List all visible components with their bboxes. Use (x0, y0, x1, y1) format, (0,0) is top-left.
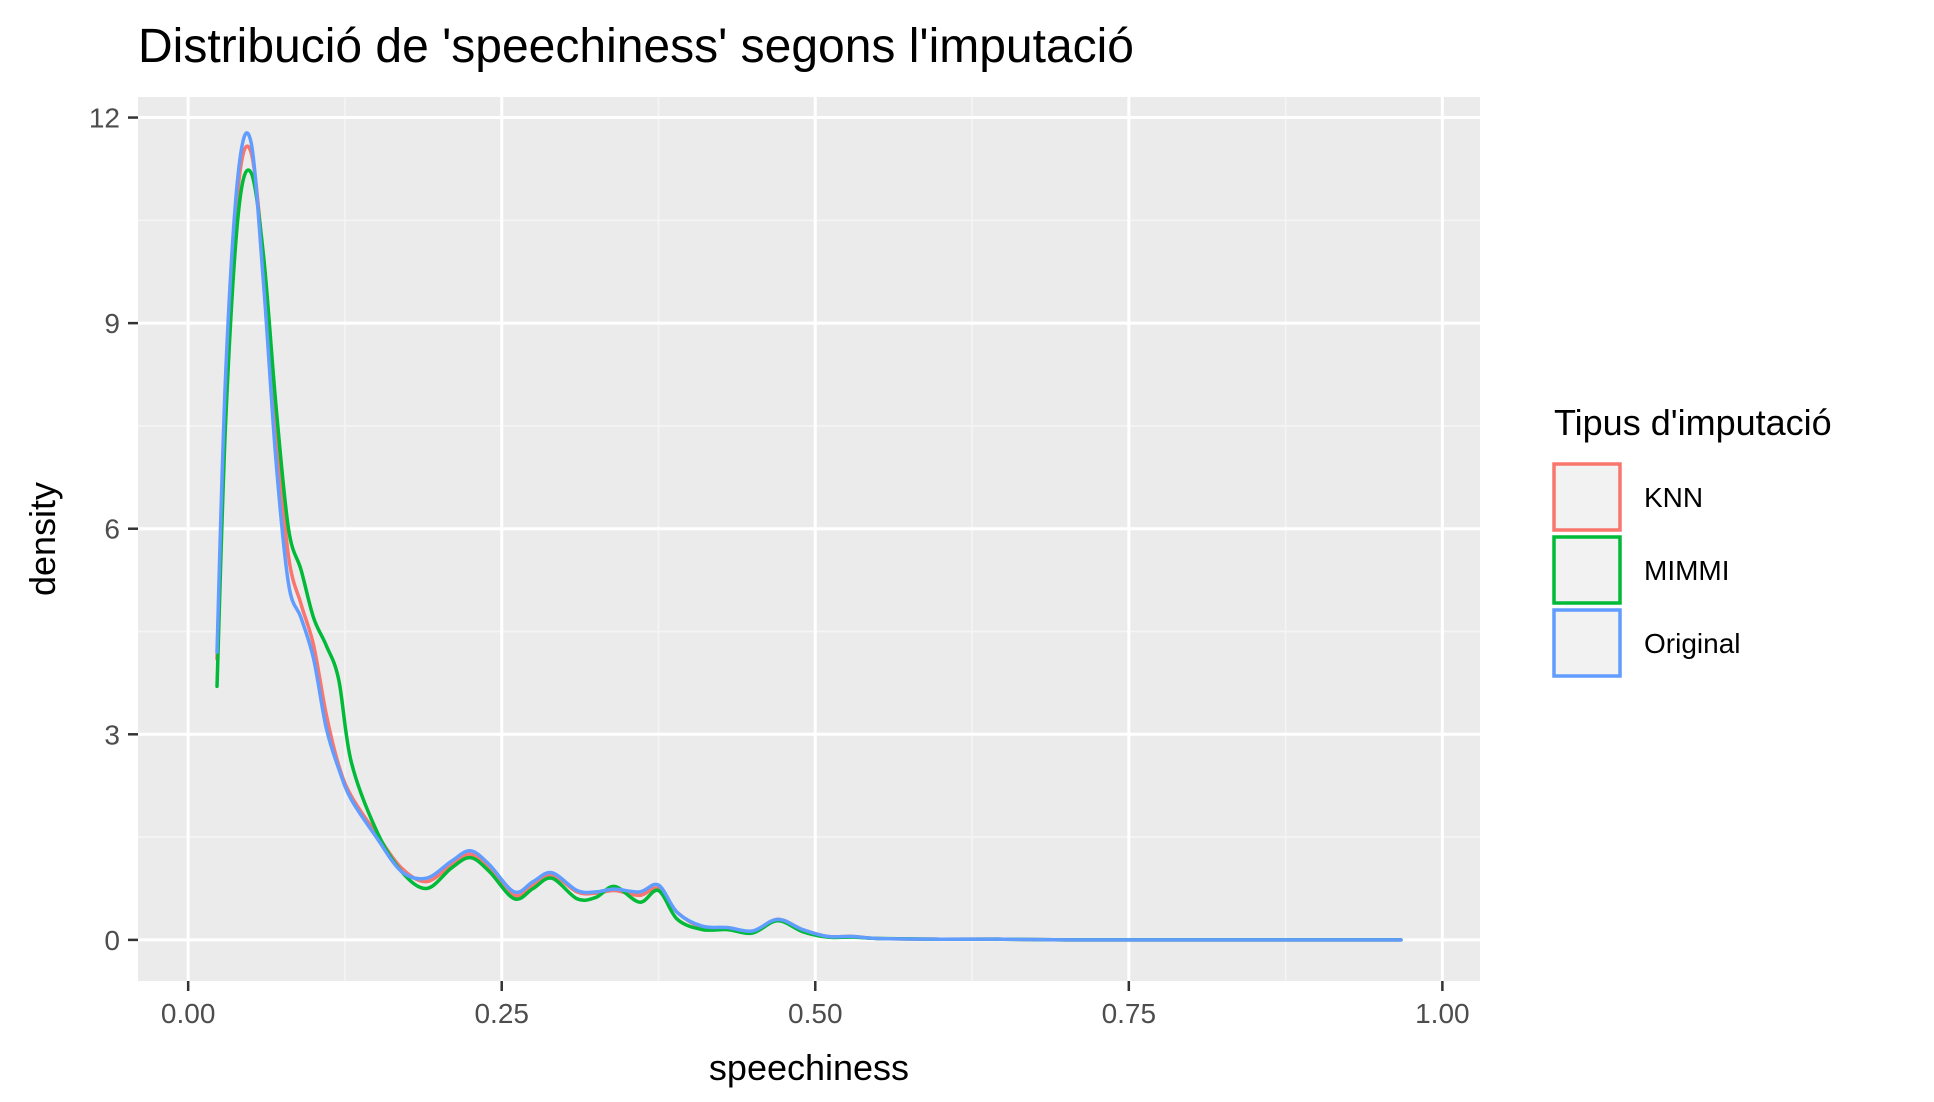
series-line-original (215, 131, 1403, 942)
x-axis-title: speechiness (709, 1047, 909, 1088)
y-tick-label: 9 (104, 308, 120, 339)
legend-key-knn (1552, 462, 1622, 532)
y-tick-label: 12 (89, 103, 120, 134)
x-tick-label: 1.00 (1415, 998, 1470, 1029)
series-lines (215, 131, 1403, 942)
minor-gridlines (138, 97, 1480, 981)
legend: Tipus d'imputació KNN MIMMI Original (1552, 402, 1832, 678)
legend-key-mimmi (1552, 535, 1622, 605)
y-tick-label: 6 (104, 514, 120, 545)
chart-title: Distribució de 'speechiness' segons l'im… (138, 20, 1134, 73)
x-tick-label: 0.50 (788, 998, 843, 1029)
y-axis-title: density (22, 482, 63, 596)
legend-key-original (1552, 608, 1622, 678)
y-tick-label: 0 (104, 925, 120, 956)
y-axis: 0 3 6 9 12 (89, 103, 138, 956)
x-tick-label: 0.75 (1102, 998, 1157, 1029)
legend-label-mimmi: MIMMI (1644, 555, 1730, 586)
y-tick-label: 3 (104, 719, 120, 750)
legend-label-original: Original (1644, 628, 1740, 659)
plot-panel (138, 97, 1480, 981)
x-axis: 0.00 0.25 0.50 0.75 1.00 (161, 981, 1470, 1029)
legend-title: Tipus d'imputació (1554, 402, 1832, 443)
legend-label-knn: KNN (1644, 482, 1703, 513)
x-tick-label: 0.25 (474, 998, 529, 1029)
x-tick-label: 0.00 (161, 998, 216, 1029)
